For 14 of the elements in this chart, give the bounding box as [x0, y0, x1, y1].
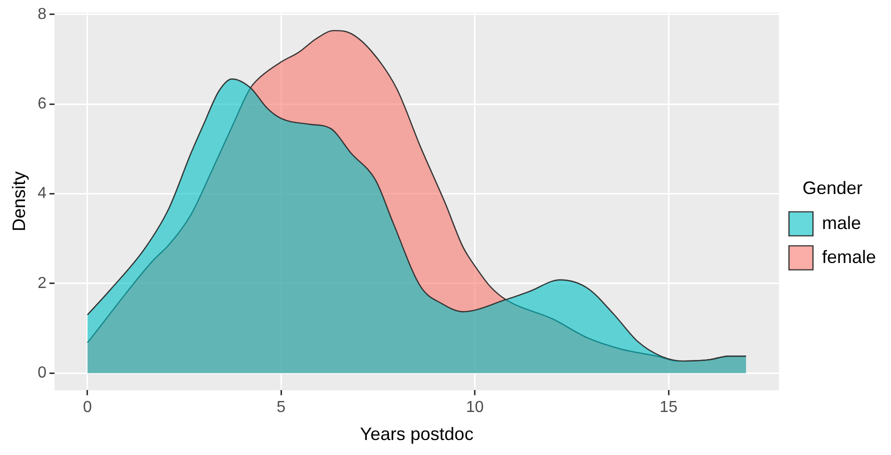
- legend-label: male: [822, 212, 861, 233]
- x-tick-label: 10: [466, 399, 484, 416]
- y-axis-title: Density: [8, 171, 29, 232]
- y-tick-label: 6: [38, 95, 47, 112]
- legend-label: female: [822, 246, 876, 267]
- legend-title: Gender: [802, 178, 863, 198]
- y-tick-label: 4: [38, 185, 47, 202]
- y-tick-label: 2: [38, 274, 47, 292]
- x-axis-title: Years postdoc: [360, 424, 474, 444]
- x-tick-label: 15: [660, 399, 678, 416]
- x-tick-label: 0: [82, 399, 92, 416]
- x-tick-label: 5: [276, 399, 286, 416]
- y-tick-label: 0: [38, 364, 47, 382]
- y-tick-label: 8: [38, 6, 47, 23]
